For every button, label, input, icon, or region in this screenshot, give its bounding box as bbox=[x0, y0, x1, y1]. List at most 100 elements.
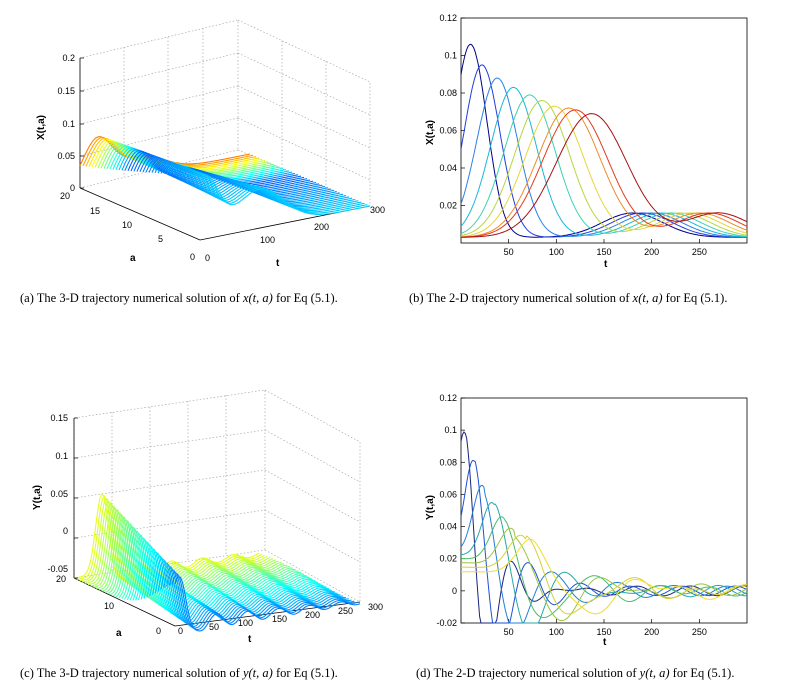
y-tick-label: 0.08 bbox=[439, 457, 457, 467]
surface-line bbox=[79, 498, 265, 582]
surface-line bbox=[171, 573, 358, 631]
caption-a-math: x(t, a) bbox=[242, 291, 273, 305]
z-tick-0: 0 bbox=[70, 183, 75, 193]
surface-line bbox=[175, 166, 347, 205]
t-tick-6: 300 bbox=[368, 602, 383, 612]
z-tick-1: 0 bbox=[63, 526, 68, 536]
t-tick-2: 100 bbox=[238, 618, 253, 628]
x-tick-label: 50 bbox=[504, 247, 514, 257]
panel-a-3d-plot: 0 0.05 0.1 0.15 0.2 0 100 200 300 0 5 10… bbox=[0, 0, 405, 285]
caption-a-suffix: for Eq (5.1). bbox=[272, 291, 338, 305]
surface-line bbox=[104, 519, 290, 595]
series-line-3 bbox=[460, 77, 747, 238]
caption-c-suffix: for Eq (5.1). bbox=[272, 666, 338, 680]
surface-line bbox=[163, 566, 349, 626]
caption-b-math: x(t, a) bbox=[632, 291, 663, 305]
caption-d-prefix: (d) The 2-D trajectory numerical solutio… bbox=[416, 666, 640, 680]
series-line-8 bbox=[461, 538, 748, 615]
y-axis-label: X(t,a) bbox=[425, 120, 436, 145]
surface-line bbox=[157, 160, 329, 198]
caption-c-prefix: (c) The 3-D trajectory numerical solutio… bbox=[20, 666, 243, 680]
surface-line bbox=[110, 523, 296, 598]
a-tick-2: 20 bbox=[56, 574, 66, 584]
t-tick-3: 300 bbox=[370, 205, 385, 215]
y-tick-label: 0.12 bbox=[439, 13, 457, 23]
y-tick-label: 0.1 bbox=[444, 51, 457, 61]
a-tick-2: 10 bbox=[122, 220, 132, 230]
surface-y-3d bbox=[73, 493, 361, 632]
surface-line bbox=[160, 564, 347, 625]
t-tick-5: 250 bbox=[338, 606, 353, 616]
panel-c-3d-plot: -0.05 0 0.05 0.1 0.15 0 50 100 150 200 2… bbox=[0, 380, 405, 660]
z-tick-1: 0.05 bbox=[57, 151, 75, 161]
surface-line bbox=[187, 170, 359, 210]
panel-d-svg: 50 100 150 200 250 -0.02 0 0.02 0.04 0.06 0.08 0.1 0… bbox=[425, 393, 748, 648]
x-tick-label: 50 bbox=[504, 627, 514, 637]
caption-a-prefix: (a) The 3-D trajectory numerical solutio… bbox=[20, 291, 243, 305]
series-line-6 bbox=[461, 527, 748, 622]
caption-c: (c) The 3-D trajectory numerical solutio… bbox=[20, 665, 415, 681]
surface-line bbox=[85, 502, 271, 585]
caption-a: (a) The 3-D trajectory numerical solutio… bbox=[20, 290, 400, 306]
y-tick-label: 0.08 bbox=[439, 88, 457, 98]
surface-line bbox=[190, 171, 362, 212]
t-axis-label: t bbox=[248, 634, 252, 645]
x-tick-label: 250 bbox=[692, 627, 707, 637]
x-curves bbox=[460, 43, 748, 238]
surface-line bbox=[154, 159, 326, 196]
y-tick-label: 0.12 bbox=[439, 393, 457, 403]
t-axis-label: t bbox=[276, 258, 280, 269]
surface-line bbox=[174, 576, 361, 632]
caption-b-suffix: for Eq (5.1). bbox=[662, 291, 728, 305]
a-axis-label: a bbox=[116, 628, 122, 639]
y-curves bbox=[460, 431, 748, 624]
z-tick-0: -0.05 bbox=[47, 564, 68, 574]
y-tick-label: 0.1 bbox=[444, 425, 457, 435]
a-tick-3: 15 bbox=[90, 206, 100, 216]
t-tick-4: 200 bbox=[305, 610, 320, 620]
x-tick-label: 100 bbox=[549, 247, 564, 257]
series-line-2 bbox=[460, 459, 748, 624]
a-tick-1: 10 bbox=[104, 601, 114, 611]
surface-line bbox=[168, 571, 355, 629]
y-tick-label: 0.02 bbox=[439, 201, 457, 211]
caption-d: (d) The 2-D trajectory numerical solutio… bbox=[416, 665, 806, 681]
z-axis-label: Y(t,a) bbox=[32, 485, 43, 510]
z-axis-label: X(t,a) bbox=[36, 115, 47, 140]
a-tick-0: 0 bbox=[156, 626, 161, 636]
caption-b-prefix: (b) The 2-D trajectory numerical solutio… bbox=[409, 291, 633, 305]
surface-line bbox=[166, 569, 352, 628]
y-tick-label: 0.02 bbox=[439, 554, 457, 564]
t-tick-0: 0 bbox=[178, 626, 183, 636]
surface-line bbox=[93, 509, 279, 590]
surface-line bbox=[76, 495, 263, 581]
t-tick-1: 50 bbox=[209, 622, 219, 632]
caption-d-suffix: for Eq (5.1). bbox=[669, 666, 735, 680]
t-tick-1: 100 bbox=[260, 235, 275, 245]
surface-line bbox=[178, 167, 350, 207]
a-tick-0: 0 bbox=[190, 252, 195, 262]
y-axis-label: Y(t,a) bbox=[425, 495, 436, 520]
t-tick-3: 150 bbox=[272, 614, 287, 624]
surface-line bbox=[99, 513, 285, 593]
series-line-10 bbox=[460, 113, 748, 238]
surface-line bbox=[151, 158, 323, 195]
z-tick-3: 0.15 bbox=[57, 86, 75, 96]
panel-b-svg: 50 100 150 200 250 0.02 0.04 0.06 0.08 0.1 0.12 X(… bbox=[425, 13, 748, 270]
x-tick-label: 250 bbox=[692, 247, 707, 257]
axis-ticks: 50 100 150 200 250 0.02 0.04 0.06 0.08 0.1 0.12 bbox=[439, 13, 706, 257]
surface-line bbox=[193, 172, 365, 213]
panel-b-2d-plot: 50 100 150 200 250 0.02 0.04 0.06 0.08 0.1 0.12 X(… bbox=[405, 0, 810, 285]
x-axis-label: t bbox=[604, 259, 608, 270]
y-tick-label: 0.04 bbox=[439, 522, 457, 532]
panel-c-svg: -0.05 0 0.05 0.1 0.15 0 50 100 150 200 2… bbox=[32, 389, 383, 645]
a-tick-1: 5 bbox=[158, 234, 163, 244]
y-tick-label: 0.06 bbox=[439, 126, 457, 136]
caption-d-math: y(t, a) bbox=[639, 666, 670, 680]
z-tick-2: 0.05 bbox=[50, 489, 68, 499]
y-tick-label: 0.06 bbox=[439, 489, 457, 499]
y-tick-label: 0 bbox=[452, 586, 457, 596]
t-tick-2: 200 bbox=[314, 222, 329, 232]
surface-line bbox=[181, 168, 353, 208]
plot-frame bbox=[460, 397, 748, 624]
